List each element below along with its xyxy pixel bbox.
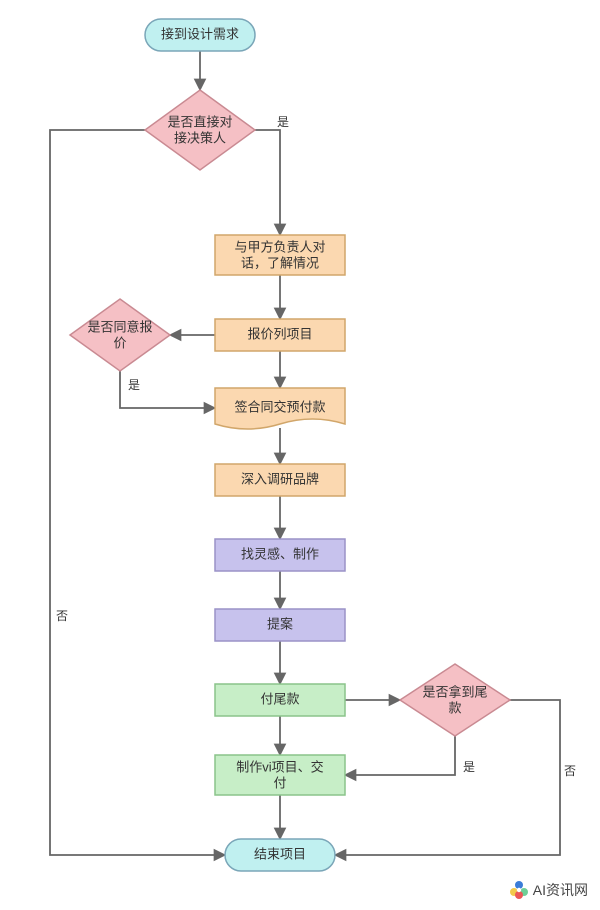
- svg-text:找灵感、制作: 找灵感、制作: [241, 546, 319, 561]
- svg-text:付尾款: 付尾款: [260, 691, 299, 706]
- edge: [50, 130, 225, 855]
- watermark-text: AI资讯网: [533, 880, 588, 900]
- edge-label: 否: [564, 764, 576, 778]
- svg-text:制作vi项目、交: 制作vi项目、交: [236, 759, 323, 774]
- svg-text:话，了解情况: 话，了解情况: [241, 255, 319, 270]
- svg-text:付: 付: [273, 775, 286, 790]
- edge-label: 是: [128, 378, 140, 392]
- watermark: AI资讯网: [505, 878, 592, 902]
- svg-text:签合同交预付款: 签合同交预付款: [234, 399, 325, 414]
- svg-text:款: 款: [448, 700, 461, 715]
- svg-text:报价列项目: 报价列项目: [247, 326, 312, 341]
- edge-label: 是: [277, 115, 289, 129]
- node-d_direct: 是否直接对接决策人: [145, 90, 255, 170]
- svg-text:接到设计需求: 接到设计需求: [161, 26, 239, 41]
- svg-text:与甲方负责人对: 与甲方负责人对: [234, 239, 325, 254]
- node-proposal: 提案: [215, 609, 345, 641]
- node-deliver: 制作vi项目、交付: [215, 755, 345, 795]
- edge: [255, 130, 280, 235]
- edge-label: 是: [463, 760, 475, 774]
- svg-text:是否直接对: 是否直接对: [167, 114, 232, 129]
- flower-icon: [509, 880, 529, 900]
- svg-text:结束项目: 结束项目: [254, 846, 306, 861]
- svg-text:是否拿到尾: 是否拿到尾: [422, 684, 487, 699]
- node-inspire: 找灵感、制作: [215, 539, 345, 571]
- svg-text:价: 价: [113, 335, 126, 350]
- svg-text:提案: 提案: [267, 616, 293, 631]
- node-quote: 报价列项目: [215, 319, 345, 351]
- svg-text:是否同意报: 是否同意报: [87, 319, 152, 334]
- node-contract: 签合同交预付款: [215, 388, 345, 429]
- node-start: 接到设计需求: [145, 19, 255, 51]
- node-d_tail: 是否拿到尾款: [400, 664, 510, 736]
- edge-label: 否: [56, 609, 68, 623]
- svg-text:深入调研品牌: 深入调研品牌: [241, 471, 319, 486]
- svg-text:接决策人: 接决策人: [174, 130, 226, 145]
- edge: [345, 736, 455, 775]
- node-tail: 付尾款: [215, 684, 345, 716]
- node-talk: 与甲方负责人对话，了解情况: [215, 235, 345, 275]
- node-d_agree: 是否同意报价: [70, 299, 170, 371]
- node-end: 结束项目: [225, 839, 335, 871]
- node-research: 深入调研品牌: [215, 464, 345, 496]
